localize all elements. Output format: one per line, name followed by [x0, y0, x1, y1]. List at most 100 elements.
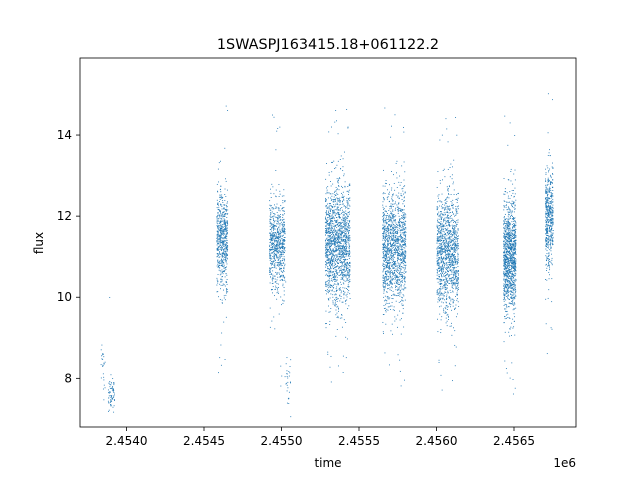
data-point [349, 252, 351, 254]
data-point [269, 200, 271, 202]
data-point [343, 249, 345, 251]
data-point [384, 250, 386, 252]
data-point [400, 249, 402, 250]
data-point [226, 253, 228, 255]
data-point [452, 254, 454, 256]
data-point [403, 222, 405, 224]
data-point [326, 207, 328, 209]
data-point [337, 223, 339, 224]
data-point [403, 212, 405, 214]
data-point [282, 239, 284, 241]
data-point [327, 249, 329, 250]
data-point [450, 269, 452, 271]
data-point [453, 159, 455, 161]
data-point [439, 287, 440, 289]
data-point [344, 264, 346, 265]
data-point [112, 385, 114, 387]
data-point [456, 281, 458, 283]
data-point [332, 254, 334, 256]
data-point [398, 288, 400, 290]
data-point [220, 239, 222, 241]
data-point [348, 207, 350, 209]
data-point [282, 220, 284, 222]
data-point [325, 199, 326, 201]
data-point [348, 286, 350, 287]
data-point [346, 278, 348, 280]
data-point [339, 271, 340, 273]
data-point [393, 260, 395, 262]
data-point [226, 240, 228, 241]
data-point [216, 277, 218, 279]
data-point [337, 238, 338, 240]
data-point [279, 126, 281, 128]
data-point [325, 216, 326, 218]
data-point [385, 258, 386, 260]
data-point [343, 198, 345, 200]
data-point [404, 267, 406, 269]
data-point [225, 292, 227, 294]
data-point [338, 250, 340, 252]
data-point [272, 239, 273, 241]
data-point [334, 273, 335, 275]
data-point [281, 228, 283, 230]
data-point [396, 270, 398, 272]
data-point [390, 218, 392, 220]
data-point [342, 248, 344, 250]
data-point [405, 272, 407, 273]
data-point [342, 287, 344, 289]
data-point [110, 399, 112, 401]
data-point [278, 264, 280, 266]
data-point [388, 193, 390, 195]
data-point [405, 236, 407, 238]
data-point [346, 214, 348, 216]
data-point [392, 236, 394, 238]
data-point [220, 344, 222, 346]
data-point [333, 229, 334, 231]
data-point [385, 218, 387, 220]
data-point [384, 213, 385, 215]
data-point [405, 271, 407, 273]
data-point [404, 276, 406, 278]
data-point [391, 272, 393, 273]
data-point [217, 213, 219, 215]
data-point [226, 291, 228, 293]
data-point [451, 240, 453, 242]
data-point [335, 234, 337, 236]
data-point [391, 205, 393, 207]
data-point [404, 239, 406, 241]
data-point [331, 195, 333, 197]
data-point [389, 261, 390, 263]
data-point [455, 226, 457, 227]
data-point [393, 236, 395, 238]
data-point [456, 231, 458, 233]
data-point [346, 236, 348, 238]
data-point [270, 223, 272, 225]
data-point [404, 228, 406, 230]
data-point [276, 283, 278, 284]
data-point [387, 241, 388, 243]
data-point [384, 280, 386, 282]
data-point [278, 313, 280, 315]
data-point [324, 234, 326, 236]
data-point [343, 230, 345, 232]
data-point [222, 229, 224, 231]
data-point [393, 233, 395, 235]
data-point [345, 294, 347, 296]
data-point [325, 199, 327, 201]
data-point [401, 188, 403, 190]
data-point [219, 235, 221, 236]
data-point [279, 276, 281, 278]
data-point [331, 252, 333, 254]
data-point [344, 263, 346, 265]
data-point [270, 261, 272, 262]
data-point [272, 207, 274, 208]
data-point [383, 231, 385, 233]
data-point [390, 136, 392, 138]
data-point [269, 208, 271, 209]
data-point [398, 207, 400, 209]
data-point [273, 234, 274, 236]
data-point [220, 242, 222, 244]
data-point [385, 264, 387, 266]
data-point [274, 220, 275, 222]
data-point [283, 256, 285, 258]
